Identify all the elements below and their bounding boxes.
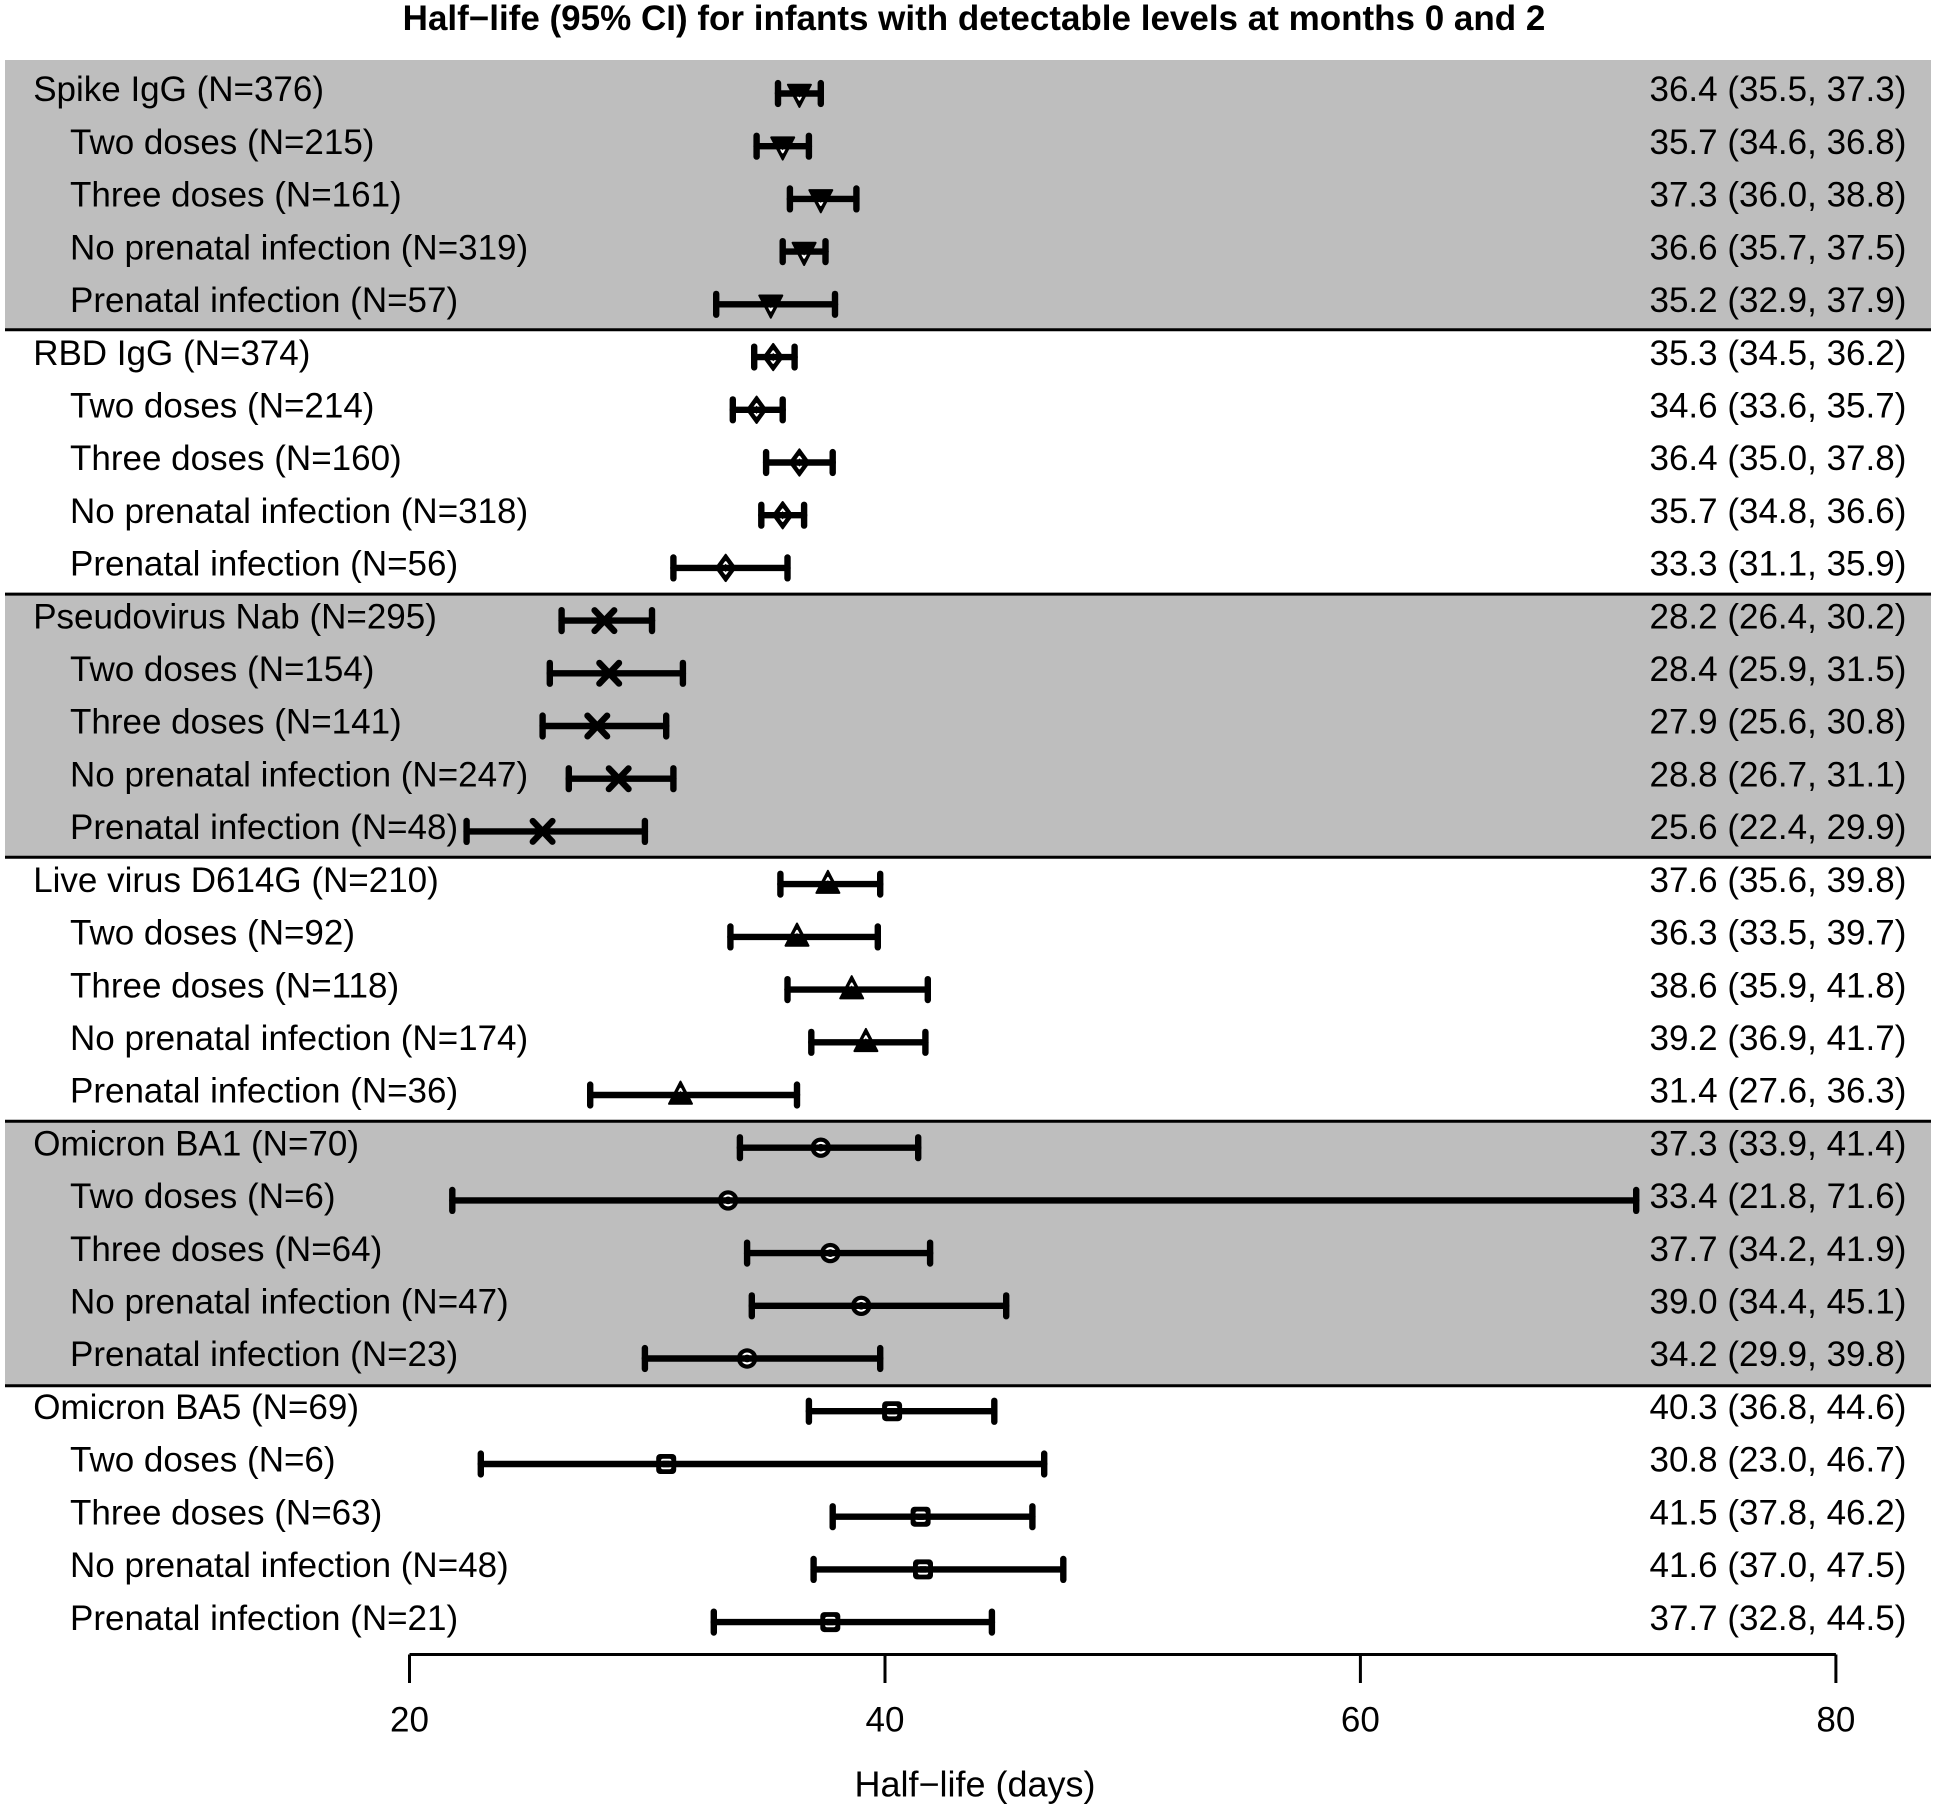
svg-text:RBD IgG (N=374): RBD IgG (N=374): [33, 334, 310, 373]
svg-text:Prenatal infection (N=56): Prenatal infection (N=56): [70, 545, 458, 584]
svg-text:34.2 (29.9, 39.8): 34.2 (29.9, 39.8): [1650, 1335, 1907, 1374]
svg-text:Half−life (95% CI) for infants: Half−life (95% CI) for infants with dete…: [403, 0, 1546, 38]
svg-text:36.3 (33.5, 39.7): 36.3 (33.5, 39.7): [1650, 914, 1907, 953]
svg-text:Two doses (N=6): Two doses (N=6): [70, 1441, 336, 1480]
svg-text:No prenatal infection (N=47): No prenatal infection (N=47): [70, 1283, 509, 1322]
svg-text:No prenatal infection (N=319): No prenatal infection (N=319): [70, 228, 528, 267]
svg-text:Three doses (N=160): Three doses (N=160): [70, 439, 402, 478]
svg-text:37.3 (33.9, 41.4): 37.3 (33.9, 41.4): [1650, 1124, 1907, 1163]
svg-text:40.3 (36.8, 44.6): 40.3 (36.8, 44.6): [1650, 1388, 1907, 1427]
svg-text:35.7 (34.6, 36.8): 35.7 (34.6, 36.8): [1650, 123, 1907, 162]
svg-text:Omicron BA1 (N=70): Omicron BA1 (N=70): [33, 1124, 359, 1163]
svg-text:No prenatal infection (N=318): No prenatal infection (N=318): [70, 492, 528, 531]
svg-text:36.4 (35.5, 37.3): 36.4 (35.5, 37.3): [1650, 70, 1907, 109]
svg-text:36.6 (35.7, 37.5): 36.6 (35.7, 37.5): [1650, 228, 1907, 267]
svg-text:Prenatal infection (N=21): Prenatal infection (N=21): [70, 1599, 458, 1638]
svg-text:Three doses (N=118): Three doses (N=118): [70, 966, 399, 1005]
svg-text:80: 80: [1816, 1701, 1855, 1740]
svg-text:37.6 (35.6, 39.8): 37.6 (35.6, 39.8): [1650, 861, 1907, 900]
svg-text:30.8 (23.0, 46.7): 30.8 (23.0, 46.7): [1650, 1441, 1907, 1480]
svg-text:33.3 (31.1, 35.9): 33.3 (31.1, 35.9): [1650, 545, 1907, 584]
svg-text:34.6 (33.6, 35.7): 34.6 (33.6, 35.7): [1650, 387, 1907, 426]
svg-text:60: 60: [1341, 1701, 1380, 1740]
svg-text:Two doses (N=215): Two doses (N=215): [70, 123, 374, 162]
svg-text:37.7 (34.2, 41.9): 37.7 (34.2, 41.9): [1650, 1230, 1907, 1269]
svg-text:35.2 (32.9, 37.9): 35.2 (32.9, 37.9): [1650, 281, 1907, 320]
svg-text:35.3 (34.5, 36.2): 35.3 (34.5, 36.2): [1650, 334, 1907, 373]
svg-text:Pseudovirus Nab (N=295): Pseudovirus Nab (N=295): [33, 597, 437, 636]
svg-text:Three doses (N=141): Three doses (N=141): [70, 703, 402, 742]
svg-text:40: 40: [866, 1701, 905, 1740]
svg-text:Three doses (N=63): Three doses (N=63): [70, 1493, 382, 1532]
svg-text:Prenatal infection (N=48): Prenatal infection (N=48): [70, 808, 458, 847]
svg-text:Spike IgG (N=376): Spike IgG (N=376): [33, 70, 324, 109]
svg-text:35.7 (34.8, 36.6): 35.7 (34.8, 36.6): [1650, 492, 1907, 531]
svg-text:No prenatal infection (N=247): No prenatal infection (N=247): [70, 755, 528, 794]
svg-text:Omicron BA5 (N=69): Omicron BA5 (N=69): [33, 1388, 359, 1427]
svg-text:27.9 (25.6, 30.8): 27.9 (25.6, 30.8): [1650, 703, 1907, 742]
svg-text:39.2 (36.9, 41.7): 39.2 (36.9, 41.7): [1650, 1019, 1907, 1058]
svg-text:Live virus D614G (N=210): Live virus D614G (N=210): [33, 861, 439, 900]
svg-text:Prenatal infection (N=23): Prenatal infection (N=23): [70, 1335, 458, 1374]
svg-text:41.6 (37.0, 47.5): 41.6 (37.0, 47.5): [1650, 1546, 1907, 1585]
svg-text:31.4 (27.6, 36.3): 31.4 (27.6, 36.3): [1650, 1072, 1907, 1111]
svg-text:37.3 (36.0, 38.8): 37.3 (36.0, 38.8): [1650, 176, 1907, 215]
svg-text:28.2 (26.4, 30.2): 28.2 (26.4, 30.2): [1650, 597, 1907, 636]
svg-text:Three doses (N=161): Three doses (N=161): [70, 176, 402, 215]
svg-text:20: 20: [390, 1701, 429, 1740]
svg-text:Two doses (N=214): Two doses (N=214): [70, 387, 374, 426]
svg-text:28.8 (26.7, 31.1): 28.8 (26.7, 31.1): [1650, 755, 1907, 794]
svg-text:No prenatal infection (N=174): No prenatal infection (N=174): [70, 1019, 528, 1058]
svg-text:41.5 (37.8, 46.2): 41.5 (37.8, 46.2): [1650, 1493, 1907, 1532]
svg-text:28.4 (25.9, 31.5): 28.4 (25.9, 31.5): [1650, 650, 1907, 689]
svg-text:Prenatal infection (N=36): Prenatal infection (N=36): [70, 1072, 458, 1111]
svg-text:38.6 (35.9, 41.8): 38.6 (35.9, 41.8): [1650, 966, 1907, 1005]
svg-text:37.7 (32.8, 44.5): 37.7 (32.8, 44.5): [1650, 1599, 1907, 1638]
svg-text:39.0 (34.4, 45.1): 39.0 (34.4, 45.1): [1650, 1283, 1907, 1322]
svg-text:Three doses (N=64): Three doses (N=64): [70, 1230, 382, 1269]
svg-text:Two doses (N=92): Two doses (N=92): [70, 914, 355, 953]
svg-text:36.4 (35.0, 37.8): 36.4 (35.0, 37.8): [1650, 439, 1907, 478]
svg-text:Two doses (N=6): Two doses (N=6): [70, 1177, 336, 1216]
svg-text:25.6 (22.4, 29.9): 25.6 (22.4, 29.9): [1650, 808, 1907, 847]
svg-text:No prenatal infection (N=48): No prenatal infection (N=48): [70, 1546, 509, 1585]
svg-text:Half−life (days): Half−life (days): [854, 1764, 1095, 1805]
svg-text:33.4 (21.8, 71.6): 33.4 (21.8, 71.6): [1650, 1177, 1907, 1216]
svg-text:Two doses (N=154): Two doses (N=154): [70, 650, 374, 689]
svg-text:Prenatal infection (N=57): Prenatal infection (N=57): [70, 281, 458, 320]
